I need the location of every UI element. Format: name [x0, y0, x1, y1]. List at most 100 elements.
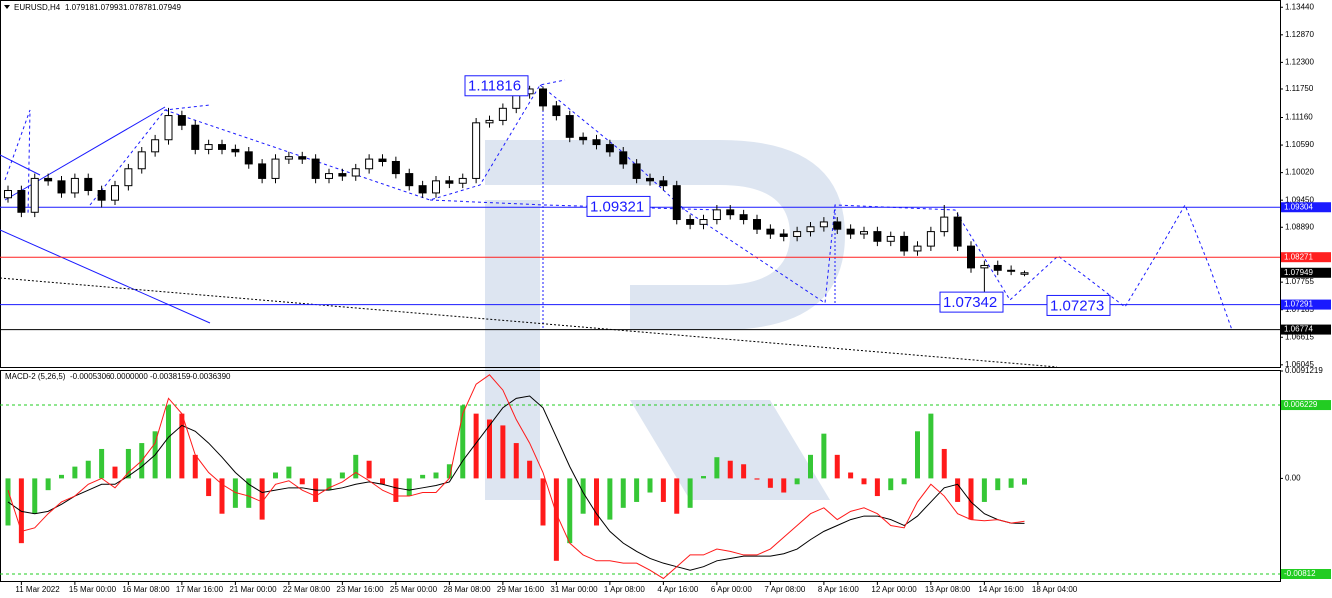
level-label-box [1281, 324, 1331, 335]
candle-body [405, 173, 414, 187]
macd-bar [420, 474, 426, 479]
y-tick-label: 1.13440 [1285, 2, 1314, 11]
candle-body [619, 151, 628, 165]
candle-body [498, 107, 507, 121]
watermark-leg [630, 400, 830, 500]
x-tick-label: 1 Apr 08:00 [604, 585, 645, 594]
macd-bar [166, 405, 171, 479]
macd-bar [714, 457, 720, 479]
macd-bar [741, 464, 747, 479]
level-label: 1.07291 [1284, 300, 1313, 309]
candle-body [472, 122, 481, 179]
level-label: 0.006229 [1284, 400, 1318, 409]
macd-bar [326, 478, 332, 491]
macd-bar [754, 478, 760, 480]
macd-bar [580, 478, 586, 514]
candle-body [231, 148, 240, 153]
macd-bar [888, 478, 894, 491]
level-label-box [1281, 568, 1331, 579]
candle-body [284, 156, 293, 160]
x-tick-label: 14 Apr 16:00 [978, 585, 1024, 594]
macd-bar [821, 433, 827, 479]
annotation-box [1046, 294, 1111, 316]
candle-body [351, 168, 360, 177]
current-price: 1.07949 [1284, 268, 1313, 277]
candle-body [70, 177, 79, 194]
candle-body [873, 231, 882, 242]
candle-body [793, 231, 802, 237]
y-tick-label: 1.10590 [1285, 140, 1314, 149]
candle-body [124, 168, 133, 187]
y-tick-label: 1.08890 [1285, 222, 1314, 231]
macd-bar [487, 419, 492, 479]
macd-bar [727, 460, 733, 479]
candle-body [418, 185, 427, 194]
candle-body [218, 144, 226, 150]
macd-header-value: -0.0038159 [150, 372, 191, 381]
watermark-stem [485, 200, 540, 500]
macd-bar [99, 448, 105, 479]
macd-bar [848, 472, 854, 479]
macd-bar [834, 454, 840, 479]
x-tick-label: 4 Apr 16:00 [657, 585, 698, 594]
macd-bar [874, 478, 880, 497]
price-label-box [1281, 267, 1331, 278]
macd-bar [112, 466, 118, 479]
macd-bar [59, 474, 64, 479]
macd-bar [406, 478, 412, 497]
candle-body [846, 228, 855, 235]
macd-signal-line [7, 395, 1025, 571]
candle-body [298, 156, 307, 160]
x-tick-label: 25 Mar 00:00 [390, 585, 438, 594]
y-tick-label: 0.00 [1285, 474, 1301, 483]
x-tick-label: 12 Apr 00:00 [871, 585, 917, 594]
header-low: 1.07878 [123, 3, 152, 12]
macd-bar [72, 466, 78, 479]
macd-bar [701, 476, 706, 479]
candle-body [632, 163, 641, 179]
macd-bar [767, 478, 773, 488]
candle-body [1020, 272, 1029, 275]
candle-body [111, 185, 119, 201]
candle-body [365, 158, 374, 170]
candle-body [980, 264, 989, 269]
candle-body [900, 235, 909, 252]
macd-bar [567, 478, 573, 544]
candle-body [712, 209, 721, 221]
candle-body [739, 214, 748, 221]
candle-body [17, 190, 26, 213]
watermark [485, 140, 845, 500]
level-label-box [1281, 400, 1331, 411]
macd-bar [500, 425, 506, 479]
candle-body [1007, 269, 1016, 272]
annotation-box [939, 291, 1004, 313]
macd-bar [915, 431, 920, 479]
macd-bar [540, 478, 546, 526]
candle-body [646, 177, 654, 182]
trend-line [429, 199, 721, 211]
candle-body [432, 180, 440, 194]
candle-body [204, 144, 213, 150]
macd-bar [968, 478, 974, 520]
macd-bar [794, 478, 800, 485]
macd-bar [781, 478, 787, 493]
macd-bar [85, 460, 91, 479]
macd-bar [460, 405, 466, 479]
macd-bar [634, 478, 640, 502]
macd-bar [955, 478, 961, 502]
candle-body [151, 139, 160, 153]
macd-bar [647, 478, 653, 493]
macd-header-value: -0.0005306 [70, 372, 111, 381]
header-close: 1.07949 [152, 3, 181, 12]
y-tick-label: 1.11750 [1285, 84, 1314, 93]
macd-bar [861, 478, 867, 485]
macd-header-value: -0.0036390 [190, 372, 231, 381]
x-tick-label: 8 Apr 16:00 [818, 585, 859, 594]
macd-panel [0, 370, 1281, 582]
candle-body [485, 119, 494, 124]
candle-body [378, 158, 387, 162]
y-tick-label: 1.10020 [1285, 168, 1314, 177]
menu-arrow[interactable] [4, 5, 10, 9]
candle-body [137, 151, 146, 170]
